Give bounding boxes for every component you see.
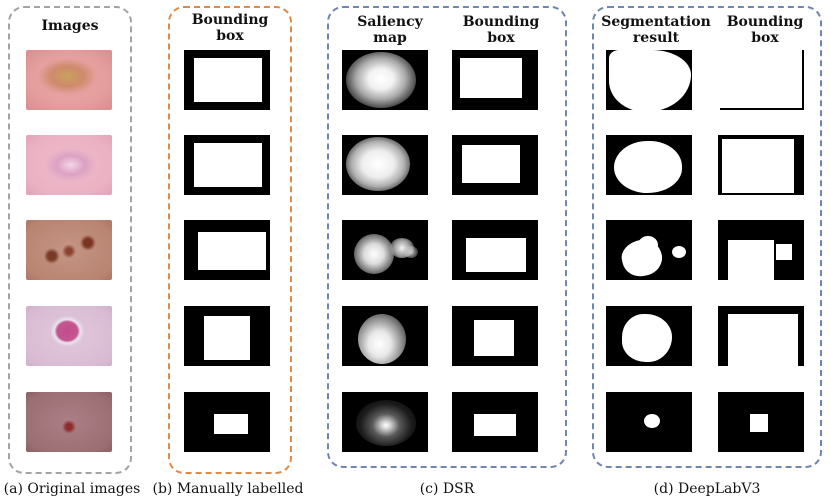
bbox-edge-bottom [720,108,804,110]
bbox-rect [198,232,266,270]
caption-original-images: (a) Original images [3,481,141,497]
saliency-glow [358,314,406,364]
deeplab-bbox-2 [718,135,804,195]
segmentation-result-5 [606,392,692,452]
bbox-rect [474,320,514,356]
saliency-glow [356,400,416,446]
lesion-image-5 [26,392,112,452]
bbox-rect [214,414,248,434]
segmentation-mask [614,141,682,193]
deeplab-bbox-header: Bounding box [726,14,804,46]
dsr-bbox-header: Bounding box [462,14,540,46]
manual-bbox-1 [184,50,270,110]
bbox-rect [474,414,516,436]
saliency-map-3 [342,220,428,280]
bbox-rect [460,58,522,98]
saliency-glow [404,246,418,258]
bbox-rect [204,316,250,360]
bbox-rect [466,238,526,272]
manually-labelled-panel [168,6,292,474]
segmentation-mask [644,414,660,428]
dsr-bbox-3 [452,220,538,280]
lesion-image-1 [26,50,112,110]
segmentation-result-3 [606,220,692,280]
segmentation-mask [622,314,672,362]
lesion-image-3 [26,220,112,280]
manual-bbox-2 [184,135,270,195]
deeplab-bbox-5 [718,392,804,452]
manual-bbox-4 [184,306,270,366]
saliency-map-4 [342,306,428,366]
saliency-glow [346,137,410,191]
bbox-rect [728,240,774,280]
images-header: Images [41,18,99,34]
caption-manually-labelled: (b) Manually labelled [152,481,304,497]
bbox-edge-right [802,50,804,110]
segmentation-result-header: Segmentation result [601,14,711,46]
manual-bbox-header: Bounding box [191,12,269,44]
manual-bbox-5 [184,392,270,452]
saliency-map-2 [342,135,428,195]
bbox-rect [194,58,262,102]
dsr-bbox-5 [452,392,538,452]
segmentation-mask [638,236,658,254]
segmentation-mask-small [672,246,686,258]
deeplab-bbox-4 [718,306,804,368]
segmentation-result-2 [606,135,692,195]
lesion-image-4 [26,306,112,366]
segmentation-result-1 [606,50,692,112]
dsr-bbox-4 [452,306,538,366]
saliency-map-header: Saliency map [357,14,423,46]
caption-dsr: (c) DSR [419,481,475,497]
caption-deeplabv3: (d) DeepLabV3 [653,481,761,497]
bbox-rect [722,139,794,193]
bbox-rect [462,145,520,183]
segmentation-mask [609,50,691,112]
lesion-image-2 [26,135,112,195]
saliency-map-1 [342,50,428,110]
dsr-bbox-2 [452,135,538,195]
saliency-glow [354,234,394,274]
segmentation-result-4 [606,306,692,366]
dsr-bbox-1 [452,50,538,110]
original-images-panel [8,6,132,474]
bbox-rect [750,414,768,432]
bbox-rect-small [776,244,792,260]
manual-bbox-3 [184,220,270,280]
deeplab-bbox-3 [718,220,804,280]
dsr-panel [327,6,567,468]
saliency-glow [346,52,416,108]
deeplabv3-panel [592,6,822,468]
bbox-rect [728,314,798,368]
bbox-rect [194,143,262,187]
saliency-map-5 [342,392,428,452]
deeplab-bbox-1 [718,50,804,110]
